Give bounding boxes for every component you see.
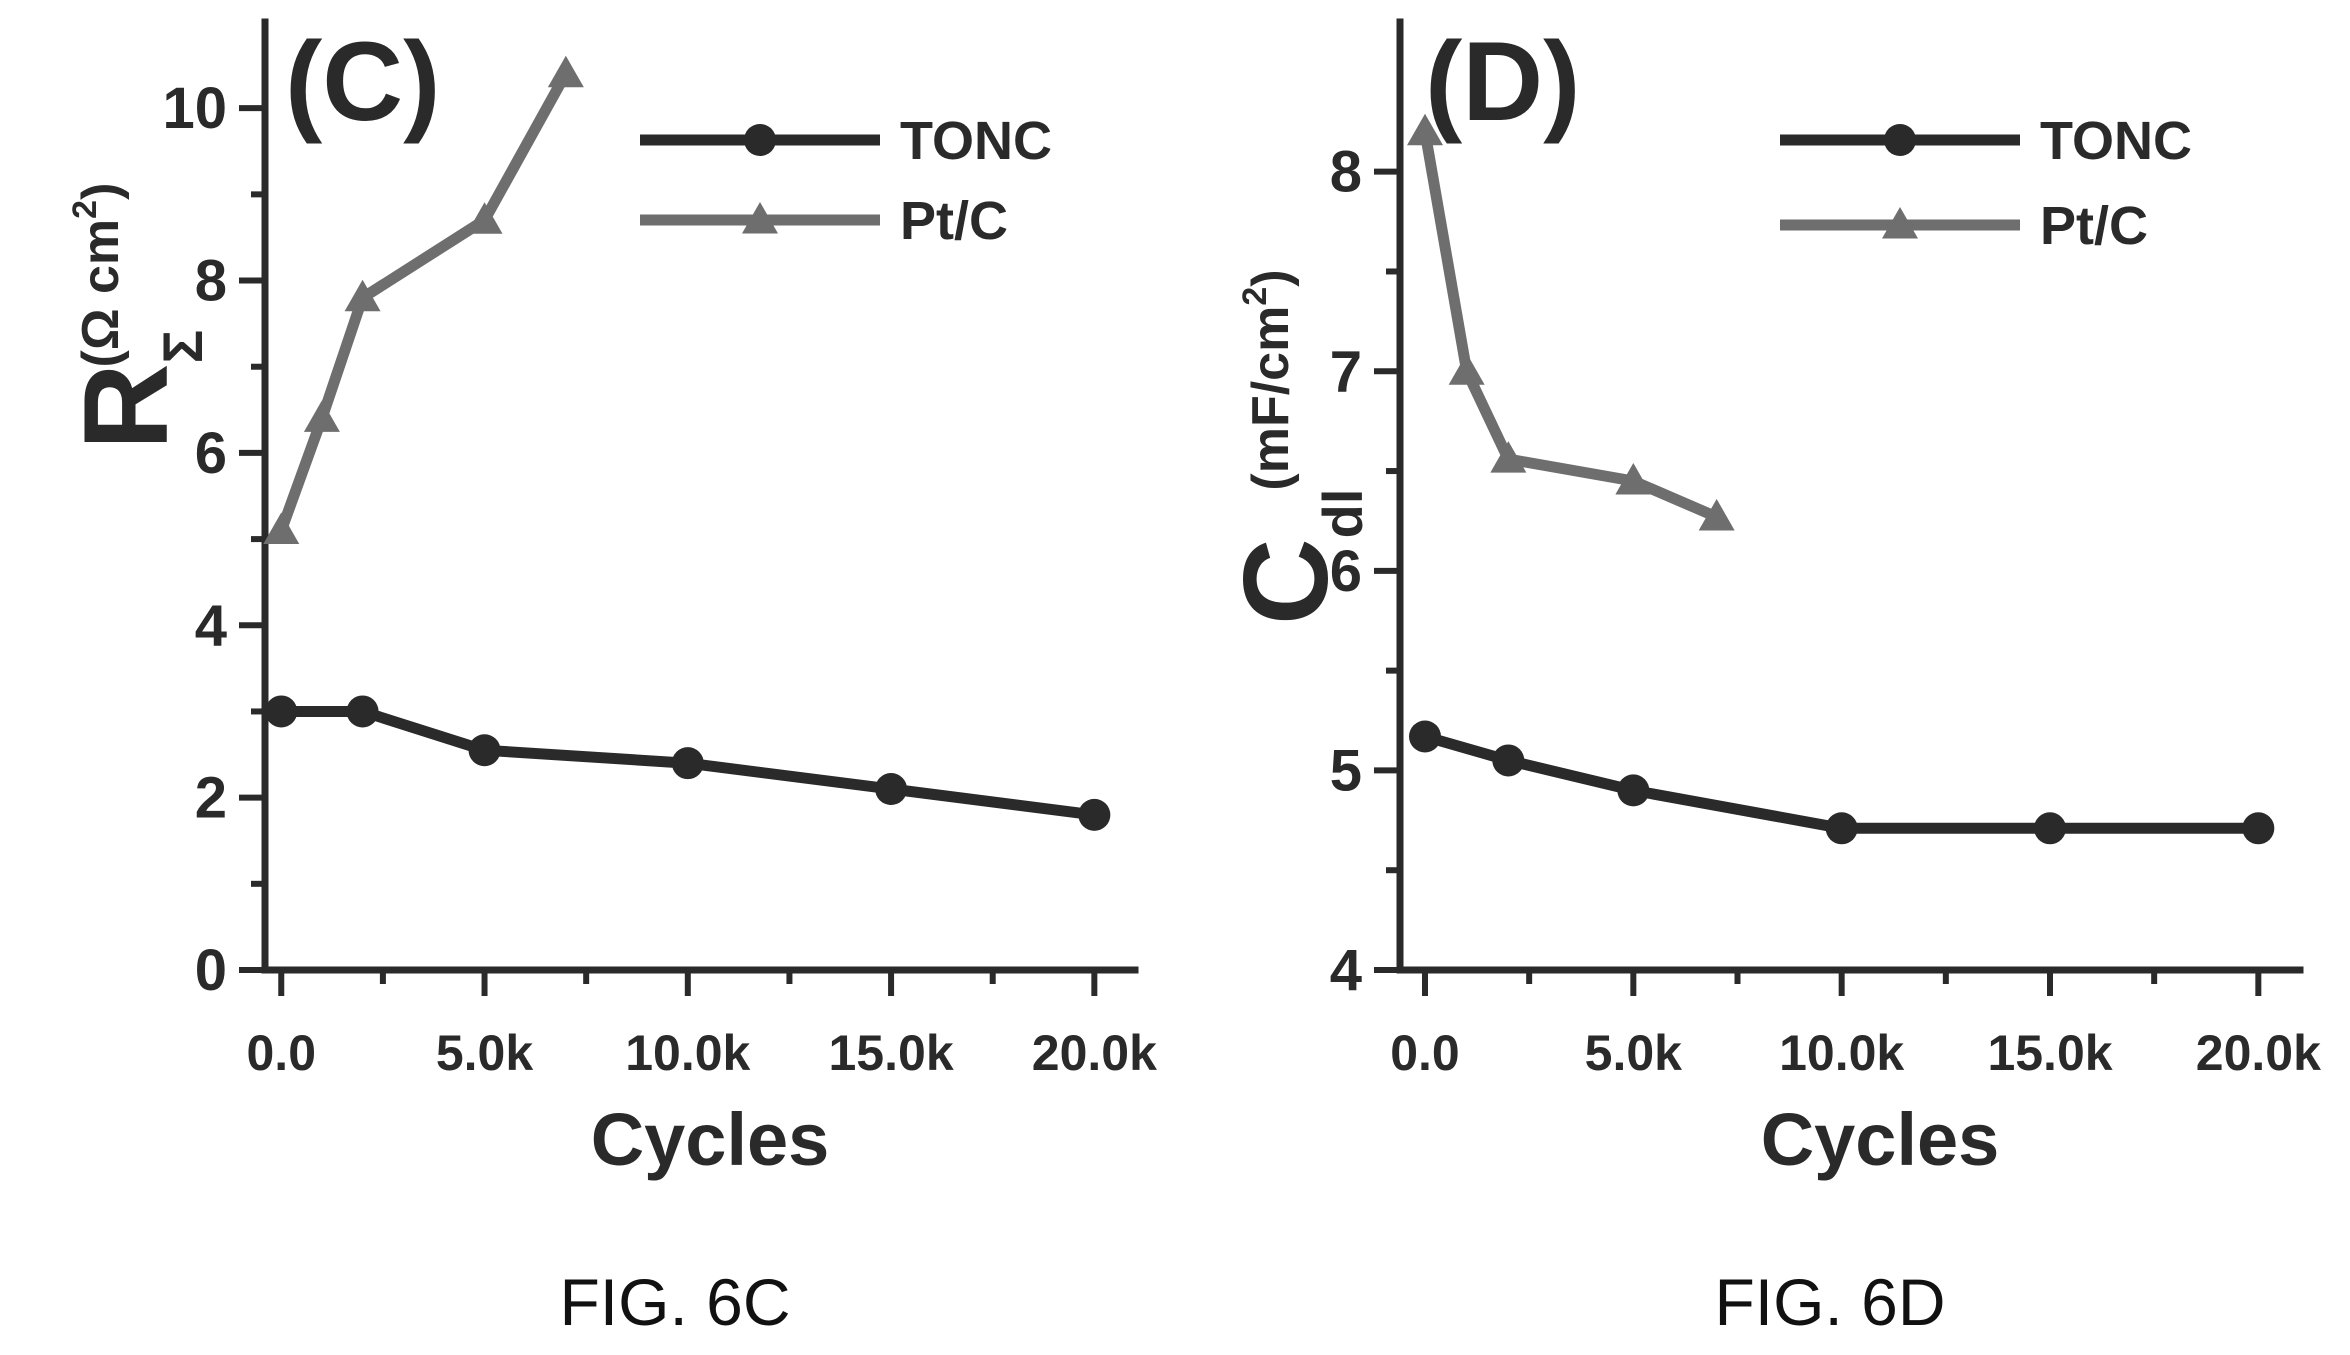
y-tick-label: 10 xyxy=(162,76,227,141)
data-point-circle xyxy=(2242,812,2275,845)
y-tick-label: 2 xyxy=(195,766,227,831)
data-point-triangle xyxy=(303,400,340,432)
data-point-triangle xyxy=(263,512,300,544)
x-axis-title: Cycles xyxy=(1761,1098,2000,1181)
legend-label: TONC xyxy=(2040,111,2192,171)
data-point-triangle xyxy=(1448,353,1485,385)
x-tick-label: 20.0k xyxy=(1032,1025,1157,1081)
x-tick-label: 5.0k xyxy=(1585,1025,1683,1081)
data-point-circle xyxy=(346,695,379,728)
x-tick-label: 0.0 xyxy=(1390,1025,1460,1081)
x-tick-label: 10.0k xyxy=(625,1025,750,1081)
data-point-circle xyxy=(1492,744,1525,777)
y-axis-unit: (mF/cm2) xyxy=(1236,269,1300,490)
y-tick-label: 0 xyxy=(195,938,227,1003)
panel-label: (C) xyxy=(285,19,440,144)
panel-d: 4 5 6 7 8 0.0 5.0k 10.0k 15.0k 20.0k Cycles Cdl(mF/… xyxy=(1219,18,2321,1339)
y-tick-label: 5 xyxy=(1330,738,1362,803)
legend-label: Pt/C xyxy=(900,191,1008,251)
y-tick-label: 6 xyxy=(1330,539,1362,604)
x-tick-label: 10.0k xyxy=(1779,1025,1904,1081)
legend-marker-circle xyxy=(744,124,776,156)
data-point-circle xyxy=(468,734,501,767)
legend-marker-triangle xyxy=(1882,207,1918,239)
data-point-triangle xyxy=(547,55,584,88)
data-point-circle xyxy=(1409,720,1441,753)
legend-label: Pt/C xyxy=(2040,196,2148,256)
x-tick-label: 15.0k xyxy=(829,1025,954,1081)
series-line-ptc xyxy=(1419,130,1719,523)
data-point-circle xyxy=(265,695,298,728)
y-axis-title: RΣ xyxy=(59,330,214,450)
data-point-circle xyxy=(2034,812,2066,845)
legend-marker-triangle xyxy=(742,202,778,234)
x-tick-label: 5.0k xyxy=(436,1025,534,1081)
y-tick-label: 4 xyxy=(195,593,227,658)
y-tick-label: 8 xyxy=(1330,140,1362,205)
y-tick-label: 4 xyxy=(1330,938,1362,1003)
figure-caption: FIG. 6D xyxy=(1714,1265,1945,1339)
y-axis-title-subscript: dl xyxy=(1311,489,1374,539)
y-axis-title: Cdl xyxy=(1219,489,1374,625)
y-tick-label: 6 xyxy=(195,421,227,486)
y-axis-unit-superscript: 2 xyxy=(66,200,104,219)
y-axis-unit-close: ) xyxy=(1242,269,1300,286)
y-tick-label: 7 xyxy=(1330,339,1362,404)
legend-marker-circle xyxy=(1884,124,1916,156)
data-point-circle xyxy=(1617,774,1650,807)
data-point-triangle xyxy=(344,279,381,312)
data-point-triangle xyxy=(1490,441,1527,473)
y-tick-label: 8 xyxy=(195,249,227,314)
y-axis-unit-superscript: 2 xyxy=(1236,287,1274,306)
data-point-triangle xyxy=(1407,113,1443,146)
data-point-circle xyxy=(1825,812,1858,845)
panel-label: (D) xyxy=(1425,19,1580,144)
y-axis-title-subscript: Σ xyxy=(151,330,214,364)
x-tick-label: 20.0k xyxy=(2196,1025,2321,1081)
data-point-circle xyxy=(671,747,704,780)
y-axis-unit-text: (Ω cm xyxy=(72,219,130,368)
x-axis-title: Cycles xyxy=(591,1098,830,1181)
y-axis-title-main: C xyxy=(1219,538,1353,625)
data-point-circle xyxy=(875,773,908,806)
data-point-triangle xyxy=(1698,498,1735,531)
y-axis-unit: (Ω cm2) xyxy=(66,183,130,368)
data-point-triangle xyxy=(1615,463,1652,495)
x-tick-label: 15.0k xyxy=(1987,1025,2112,1081)
data-point-triangle xyxy=(466,202,503,234)
data-point-circle xyxy=(1078,798,1111,831)
figure-caption: FIG. 6C xyxy=(559,1265,790,1339)
y-axis-title-main: R xyxy=(59,363,193,450)
x-tick-label: 0.0 xyxy=(247,1025,317,1081)
y-axis-unit-text: (mF/cm xyxy=(1242,306,1300,491)
y-axis-unit-close: ) xyxy=(72,183,130,200)
legend-label: TONC xyxy=(900,111,1052,171)
